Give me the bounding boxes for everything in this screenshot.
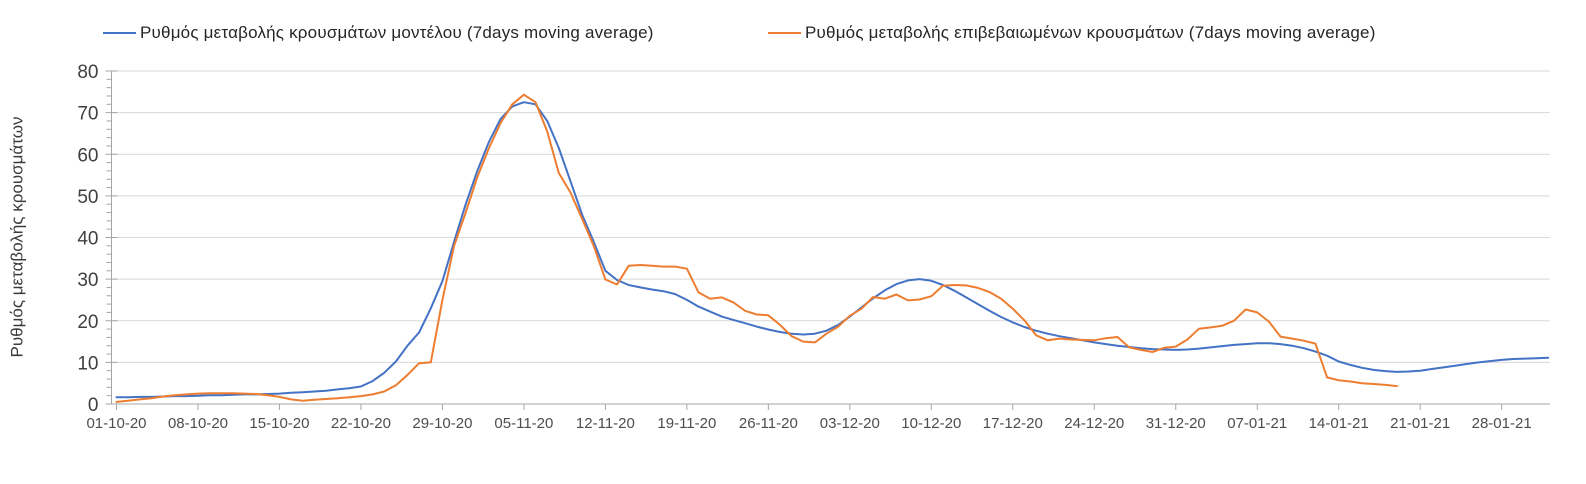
y-tick-label: 10 [77,353,98,374]
y-tick-label: 70 [77,104,98,125]
legend-label-confirmed: Ρυθμός μεταβολής επιβεβαιωμένων κρουσμάτ… [805,23,1376,42]
x-tick-label: 15-10-20 [249,415,309,432]
legend-line-model-icon [103,32,136,34]
y-tick-label: 0 [88,395,99,416]
x-tick-label: 07-01-21 [1227,415,1287,432]
x-tick-label: 29-10-20 [412,415,472,432]
y-tick-label: 50 [77,187,98,208]
x-tick-label: 10-12-20 [901,415,961,432]
x-tick-label: 14-01-21 [1309,415,1369,432]
legend-item-confirmed: Ρυθμός μεταβολής επιβεβαιωμένων κρουσμάτ… [768,23,1376,42]
y-tick-label: 60 [77,145,98,166]
series-line-1 [115,93,1398,403]
x-tick-label: 26-11-20 [739,415,798,432]
y-tick-label: 30 [77,270,98,291]
x-tick-label: 28-01-21 [1472,415,1532,432]
y-tick-label: 20 [77,312,98,333]
y-tick-label: 80 [77,62,98,83]
x-tick-label: 19-11-20 [657,415,716,432]
y-tick-label: 40 [77,229,98,250]
legend-item-model: Ρυθμός μεταβολής κρουσμάτων μοντέλου (7d… [103,23,654,42]
x-tick-label: 01-10-20 [86,415,146,432]
legend-label-model: Ρυθμός μεταβολής κρουσμάτων μοντέλου (7d… [140,23,654,42]
x-tick-label: 17-12-20 [983,415,1043,432]
x-tick-label: 21-01-21 [1390,415,1450,432]
legend-line-confirmed-icon [768,32,801,34]
x-tick-label: 05-11-20 [494,415,553,432]
x-tick-label: 03-12-20 [820,415,880,432]
x-tick-label: 31-12-20 [1146,415,1206,432]
x-tick-label: 24-12-20 [1064,415,1124,432]
x-tick-label: 08-10-20 [168,415,228,432]
x-tick-label: 12-11-20 [576,415,635,432]
series-line-0 [115,101,1550,399]
x-tick-label: 22-10-20 [331,415,391,432]
